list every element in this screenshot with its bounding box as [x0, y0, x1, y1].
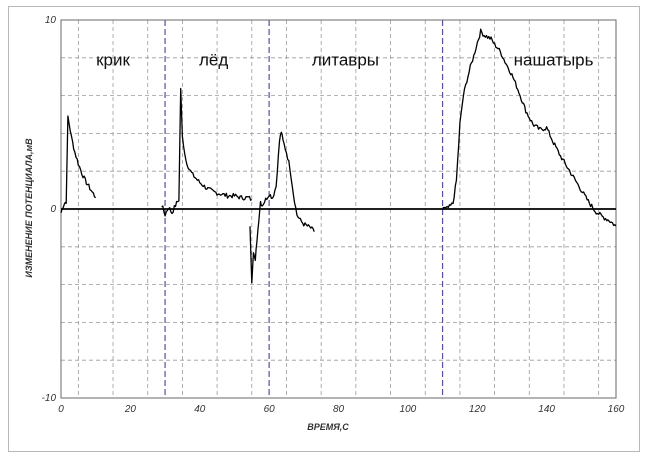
x-tick-label: 60 [264, 404, 276, 415]
series-line-segment [161, 87, 253, 217]
x-axis-label: ВРЕМЯ,С [307, 422, 349, 432]
y-tick-label: 0 [50, 204, 56, 215]
series-line-segment [249, 131, 315, 284]
x-tick-labels: 0 20 40 60 80 100 120 140 160 [58, 404, 625, 415]
x-tick-label: 80 [333, 404, 345, 415]
x-tick-label: 120 [469, 404, 486, 415]
series-traces [60, 28, 617, 284]
y-axis-label: ИЗМЕНЕНИЕ ПОТЕНЦИАЛА,мВ [24, 138, 34, 278]
stimulus-annotation: крик [96, 50, 130, 69]
x-tick-label: 100 [400, 404, 417, 415]
stimulus-annotation: нашатырь [514, 50, 594, 69]
series-line-segment [442, 28, 617, 227]
y-tick-label: 10 [45, 15, 57, 26]
y-tick-labels: -10 0 10 [42, 15, 57, 404]
stimulus-annotation: лёд [199, 50, 228, 69]
x-tick-label: 0 [58, 404, 64, 415]
x-tick-label: 20 [124, 404, 137, 415]
stimulus-annotation: литавры [312, 50, 379, 69]
x-tick-label: 40 [194, 404, 206, 415]
series-line-segment [60, 115, 97, 213]
x-tick-label: 140 [538, 404, 555, 415]
x-tick-label: 160 [608, 404, 625, 415]
y-tick-label: -10 [42, 393, 57, 404]
axes [60, 19, 617, 399]
annotations: крик лёд литавры нашатырь [96, 50, 594, 69]
